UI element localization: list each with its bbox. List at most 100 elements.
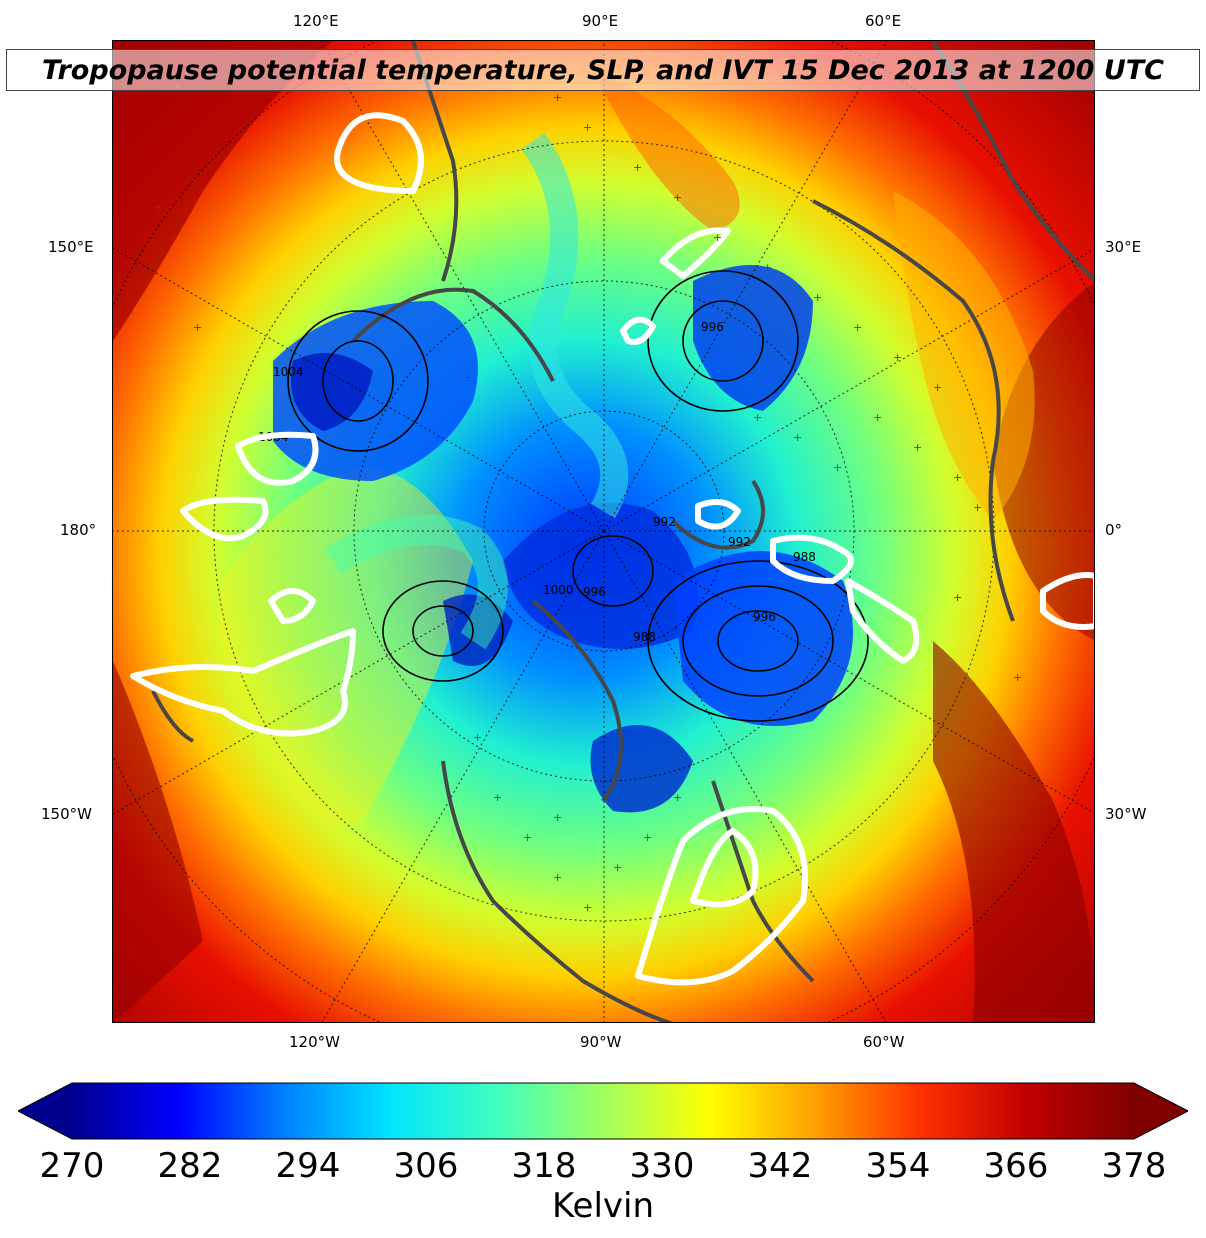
station-marker: + <box>973 501 982 514</box>
colorbar-tick-label: 294 <box>275 1146 341 1186</box>
lon-label-top-120e: 120°E <box>293 12 339 30</box>
colorbar-max-extension <box>1134 1083 1188 1139</box>
colorbar <box>18 1082 1188 1140</box>
station-marker: + <box>553 871 562 884</box>
ivt-contour-small <box>268 588 316 624</box>
slp-contour <box>572 535 654 607</box>
ivt-contour-north-small <box>620 316 656 345</box>
ivt-contour-atlantic-2 <box>845 578 920 664</box>
map-title: Tropopause potential temperature, SLP, a… <box>42 54 1164 86</box>
cold-core-nw <box>291 353 373 431</box>
station-marker: + <box>463 371 472 384</box>
slp-label: 1000 <box>543 583 574 597</box>
station-marker: + <box>153 201 162 214</box>
colorbar-tick-label: 366 <box>983 1146 1049 1186</box>
slp-contour <box>287 310 429 452</box>
station-marker: + <box>853 321 862 334</box>
lon-label-left-180: 180° <box>60 521 97 539</box>
cold-pool-canada <box>443 594 513 666</box>
slp-contour <box>412 605 474 657</box>
station-marker: + <box>893 351 902 364</box>
ivt-contour-north <box>660 227 731 279</box>
lon-label-left-150e: 150°E <box>48 238 94 256</box>
tropopause-theta-map: 996 1004 992 988 996 988 992 1000 1004 9… <box>113 41 1094 1022</box>
graticule <box>113 41 1094 1022</box>
station-marker: + <box>793 431 802 444</box>
station-marker: + <box>613 861 622 874</box>
ivt-contour-southeast <box>635 806 808 986</box>
coastline-hudson <box>531 599 623 803</box>
slp-label: 1004 <box>273 365 304 379</box>
station-marker: + <box>953 591 962 604</box>
colorbar-tick-label: 282 <box>157 1146 223 1186</box>
station-marker: + <box>523 831 532 844</box>
station-marker: + <box>193 321 202 334</box>
colorbar-tick-label: 318 <box>511 1146 577 1186</box>
ivt-contour-atlantic <box>770 534 854 584</box>
station-marker: + <box>643 831 652 844</box>
slp-label: 988 <box>633 630 656 644</box>
dark-red-region-se <box>933 641 1094 1022</box>
slp-contours <box>287 270 869 722</box>
station-marker: + <box>553 91 562 104</box>
slp-contour <box>322 340 394 422</box>
lon-label-bottom-120w: 120°W <box>289 1033 340 1051</box>
station-marker: + <box>763 261 772 274</box>
ivt-contour-nw <box>334 112 424 194</box>
orange-belt-n <box>593 71 740 231</box>
dark-red-region-nw <box>113 41 333 341</box>
station-markers: + + + + + + + + + + + + + + + + + + + + … <box>153 81 1072 914</box>
green-filament-1 <box>325 514 508 650</box>
ivt-contour-southeast-inner <box>690 828 759 908</box>
slp-contour <box>682 585 834 697</box>
station-marker: + <box>553 811 562 824</box>
ivt-contour-east <box>1040 572 1094 630</box>
cyan-filament-1 <box>521 132 629 519</box>
coastline-aleutians <box>151 690 194 743</box>
slp-contour <box>382 580 504 682</box>
map-panel: 996 1004 992 988 996 988 992 1000 1004 9… <box>112 40 1095 1023</box>
lon-label-left-150w: 150°W <box>41 805 92 823</box>
station-marker: + <box>1013 671 1022 684</box>
station-marker: + <box>503 471 512 484</box>
lon-label-top-90e: 90°E <box>582 12 619 30</box>
slp-contour <box>717 610 799 672</box>
station-marker: + <box>1063 241 1072 254</box>
slp-contour <box>647 560 869 722</box>
lon-label-right-0: 0° <box>1105 521 1123 539</box>
slp-label: 992 <box>728 535 751 549</box>
slp-contour <box>682 300 764 382</box>
lon-label-top-60e: 60°E <box>865 12 902 30</box>
colorbar-tick-label: 270 <box>39 1146 105 1186</box>
coastline-north-america-west <box>441 760 674 1022</box>
coastline-greenland <box>671 479 765 550</box>
colorbar-tick-label: 330 <box>629 1146 695 1186</box>
station-marker: + <box>493 791 502 804</box>
title-box: Tropopause potential temperature, SLP, a… <box>6 49 1200 91</box>
slp-label: 996 <box>753 610 776 624</box>
station-marker: + <box>813 291 822 304</box>
station-marker: + <box>433 431 442 444</box>
station-marker: + <box>753 411 762 424</box>
ivt-contours <box>130 112 1094 986</box>
station-marker: + <box>673 191 682 204</box>
station-marker: + <box>833 461 842 474</box>
station-marker: + <box>933 381 942 394</box>
slp-label: 996 <box>583 585 606 599</box>
meridian-line <box>603 41 888 532</box>
station-marker: + <box>673 791 682 804</box>
slp-label: 988 <box>793 550 816 564</box>
station-marker: + <box>583 121 592 134</box>
lon-label-right-30e: 30°E <box>1105 238 1142 256</box>
lon-label-bottom-60w: 60°W <box>863 1033 905 1051</box>
colorbar-tick-label: 378 <box>1101 1146 1167 1186</box>
slp-label: 992 <box>653 515 676 529</box>
ivt-contour-w <box>235 431 319 486</box>
slp-contour <box>647 270 799 412</box>
lon-label-bottom-90w: 90°W <box>580 1033 622 1051</box>
station-marker: + <box>873 411 882 424</box>
colorbar-label: Kelvin <box>551 1186 655 1226</box>
station-marker: + <box>633 161 642 174</box>
colorbar-outline <box>18 1082 1188 1140</box>
dark-red-region-e <box>993 282 1094 640</box>
